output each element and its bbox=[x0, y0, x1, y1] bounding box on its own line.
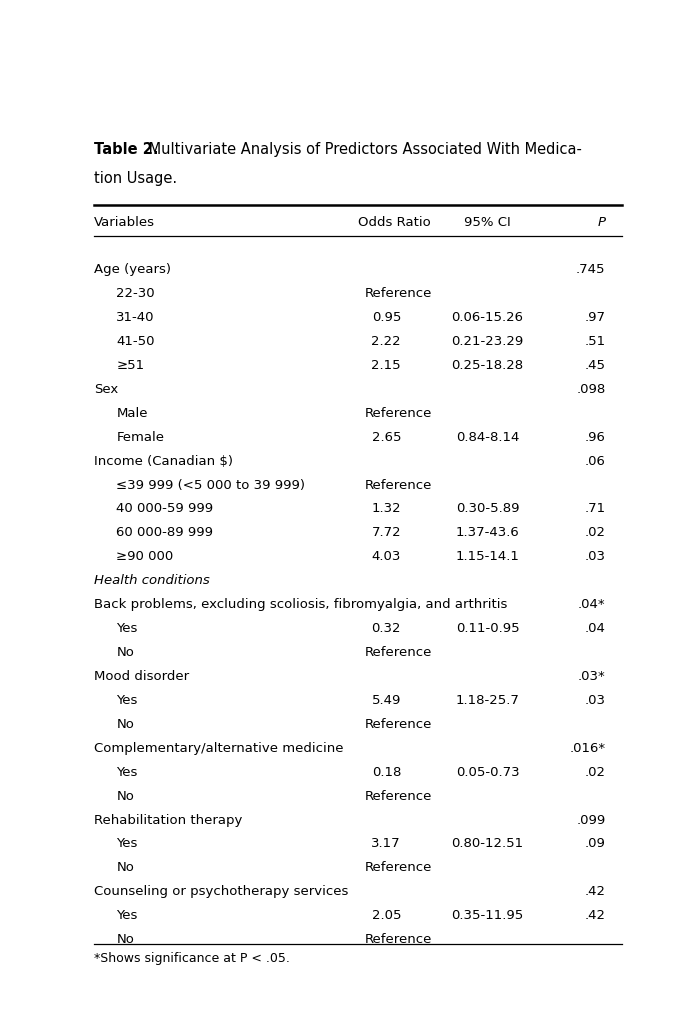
Text: tion Usage.: tion Usage. bbox=[94, 171, 177, 185]
Text: Reference: Reference bbox=[365, 287, 432, 300]
Text: Reference: Reference bbox=[365, 407, 432, 420]
Text: 0.05-0.73: 0.05-0.73 bbox=[456, 765, 519, 779]
Text: .45: .45 bbox=[584, 359, 605, 372]
Text: 0.06-15.26: 0.06-15.26 bbox=[452, 311, 524, 324]
Text: .02: .02 bbox=[584, 527, 605, 539]
Text: Reference: Reference bbox=[365, 861, 432, 874]
Text: 5.49: 5.49 bbox=[371, 694, 401, 707]
Text: Yes: Yes bbox=[117, 838, 138, 851]
Text: .745: .745 bbox=[576, 263, 605, 276]
Text: Male: Male bbox=[117, 407, 148, 420]
Text: Variables: Variables bbox=[94, 216, 155, 228]
Text: No: No bbox=[117, 933, 134, 947]
Text: 60 000-89 999: 60 000-89 999 bbox=[117, 527, 214, 539]
Text: Reference: Reference bbox=[365, 646, 432, 659]
Text: Yes: Yes bbox=[117, 909, 138, 922]
Text: .09: .09 bbox=[585, 838, 605, 851]
Text: 2.65: 2.65 bbox=[371, 431, 401, 443]
Text: Income (Canadian $): Income (Canadian $) bbox=[94, 454, 232, 468]
Text: .098: .098 bbox=[577, 383, 605, 395]
Text: .06: .06 bbox=[585, 454, 605, 468]
Text: No: No bbox=[117, 717, 134, 731]
Text: .03: .03 bbox=[584, 550, 605, 564]
Text: 7.72: 7.72 bbox=[371, 527, 401, 539]
Text: Reference: Reference bbox=[365, 717, 432, 731]
Text: 0.95: 0.95 bbox=[371, 311, 401, 324]
Text: Yes: Yes bbox=[117, 622, 138, 635]
Text: Yes: Yes bbox=[117, 765, 138, 779]
Text: 40 000-59 999: 40 000-59 999 bbox=[117, 502, 214, 516]
Text: .016*: .016* bbox=[570, 742, 605, 755]
Text: Mood disorder: Mood disorder bbox=[94, 669, 189, 683]
Text: 95% CI: 95% CI bbox=[464, 216, 511, 228]
Text: Female: Female bbox=[117, 431, 165, 443]
Text: 0.84-8.14: 0.84-8.14 bbox=[456, 431, 519, 443]
Text: .71: .71 bbox=[584, 502, 605, 516]
Text: Table 2.: Table 2. bbox=[94, 142, 158, 157]
Text: 4.03: 4.03 bbox=[371, 550, 401, 564]
Text: .51: .51 bbox=[584, 335, 605, 347]
Text: 3.17: 3.17 bbox=[371, 838, 401, 851]
Text: 0.21-23.29: 0.21-23.29 bbox=[452, 335, 524, 347]
Text: Multivariate Analysis of Predictors Associated With Medica-: Multivariate Analysis of Predictors Asso… bbox=[144, 142, 581, 157]
Text: 2.22: 2.22 bbox=[371, 335, 401, 347]
Text: 2.15: 2.15 bbox=[371, 359, 401, 372]
Text: .04: .04 bbox=[585, 622, 605, 635]
Text: .03: .03 bbox=[584, 694, 605, 707]
Text: Counseling or psychotherapy services: Counseling or psychotherapy services bbox=[94, 886, 348, 899]
Text: 0.30-5.89: 0.30-5.89 bbox=[456, 502, 519, 516]
Text: 31-40: 31-40 bbox=[117, 311, 155, 324]
Text: 22-30: 22-30 bbox=[117, 287, 155, 300]
Text: Rehabilitation therapy: Rehabilitation therapy bbox=[94, 813, 242, 826]
Text: 1.32: 1.32 bbox=[371, 502, 401, 516]
Text: Reference: Reference bbox=[365, 790, 432, 803]
Text: 0.18: 0.18 bbox=[371, 765, 401, 779]
Text: 2.05: 2.05 bbox=[371, 909, 401, 922]
Text: ≥51: ≥51 bbox=[117, 359, 144, 372]
Text: No: No bbox=[117, 861, 134, 874]
Text: .42: .42 bbox=[584, 886, 605, 899]
Text: .04*: .04* bbox=[578, 598, 605, 611]
Text: 0.35-11.95: 0.35-11.95 bbox=[452, 909, 524, 922]
Text: No: No bbox=[117, 646, 134, 659]
Text: .02: .02 bbox=[584, 765, 605, 779]
Text: 41-50: 41-50 bbox=[117, 335, 155, 347]
Text: 1.37-43.6: 1.37-43.6 bbox=[456, 527, 519, 539]
Text: Odds Ratio: Odds Ratio bbox=[358, 216, 431, 228]
Text: Sex: Sex bbox=[94, 383, 118, 395]
Text: 0.11-0.95: 0.11-0.95 bbox=[456, 622, 519, 635]
Text: 0.25-18.28: 0.25-18.28 bbox=[452, 359, 524, 372]
Text: Health conditions: Health conditions bbox=[94, 575, 209, 587]
Text: Reference: Reference bbox=[365, 933, 432, 947]
Text: .42: .42 bbox=[584, 909, 605, 922]
Text: *Shows significance at P < .05.: *Shows significance at P < .05. bbox=[94, 952, 290, 965]
Text: .97: .97 bbox=[584, 311, 605, 324]
Text: No: No bbox=[117, 790, 134, 803]
Text: 0.32: 0.32 bbox=[371, 622, 401, 635]
Text: Back problems, excluding scoliosis, fibromyalgia, and arthritis: Back problems, excluding scoliosis, fibr… bbox=[94, 598, 507, 611]
Text: .96: .96 bbox=[585, 431, 605, 443]
Text: P: P bbox=[597, 216, 605, 228]
Text: Yes: Yes bbox=[117, 694, 138, 707]
Text: 1.18-25.7: 1.18-25.7 bbox=[456, 694, 519, 707]
Text: ≥90 000: ≥90 000 bbox=[117, 550, 174, 564]
Text: 0.80-12.51: 0.80-12.51 bbox=[452, 838, 524, 851]
Text: Complementary/alternative medicine: Complementary/alternative medicine bbox=[94, 742, 343, 755]
Text: Reference: Reference bbox=[365, 479, 432, 491]
Text: .03*: .03* bbox=[578, 669, 605, 683]
Text: ≤39 999 (<5 000 to 39 999): ≤39 999 (<5 000 to 39 999) bbox=[117, 479, 306, 491]
Text: Age (years): Age (years) bbox=[94, 263, 171, 276]
Text: .099: .099 bbox=[577, 813, 605, 826]
Text: 1.15-14.1: 1.15-14.1 bbox=[456, 550, 519, 564]
